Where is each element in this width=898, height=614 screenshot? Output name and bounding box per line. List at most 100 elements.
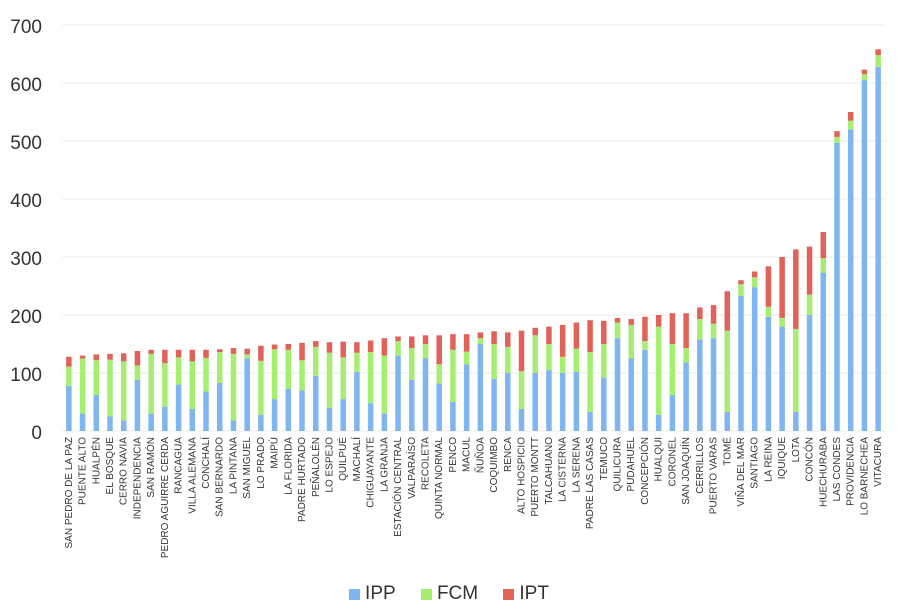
- bar-segment-ipp: [834, 142, 840, 432]
- bar-segment-ipt: [587, 320, 593, 353]
- bar-segment-ipp: [285, 388, 292, 431]
- bar-segment-ipp: [395, 355, 401, 431]
- bar-segment-ipt: [285, 344, 292, 350]
- bar-segment-fcm: [134, 365, 141, 380]
- bar-segment-fcm: [751, 277, 758, 288]
- bar-segment-fcm: [162, 363, 168, 407]
- x-tick-label: PROVIDENCIA: [846, 437, 857, 506]
- bar-segment-fcm: [422, 344, 429, 359]
- bar-segment-ipt: [216, 349, 223, 353]
- bar-segment-fcm: [628, 324, 634, 359]
- bar-segment-ipp: [326, 407, 333, 431]
- bar-segment-ipp: [93, 395, 100, 431]
- bar-segment-fcm: [326, 352, 333, 408]
- x-tick-label: LAS CONDES: [832, 437, 843, 502]
- bar-segment-fcm: [313, 346, 319, 376]
- bar-segment-ipp: [806, 315, 813, 431]
- bar-segment-ipp: [724, 411, 731, 431]
- bar-segment-ipt: [66, 356, 72, 367]
- bar-segment-ipt: [751, 271, 758, 278]
- bar-segment-ipt: [148, 349, 154, 354]
- x-tick-label: RENCA: [503, 437, 514, 472]
- bar-segment-ipt: [463, 334, 470, 352]
- legend-item-ipt[interactable]: IPT: [503, 583, 549, 605]
- x-tick-label: HUALQUI: [654, 437, 665, 481]
- bar-segment-fcm: [79, 358, 86, 414]
- x-tick-label: LOTA: [791, 437, 802, 463]
- x-tick-label: LA FLORIDA: [283, 437, 294, 495]
- bar-segment-ipt: [107, 353, 113, 360]
- bar-segment-ipt: [79, 355, 86, 359]
- x-axis: SAN PEDRO DE LA PAZ PUENTE ALTO HUALPÉN EL …: [64, 437, 884, 559]
- bar-segment-ipp: [861, 80, 868, 431]
- bar-segment-fcm: [518, 371, 525, 409]
- bar-segment-ipt: [505, 332, 511, 347]
- bar-segment-ipp: [271, 399, 278, 431]
- bar-segment-ipp: [367, 403, 374, 431]
- bar-segment-fcm: [299, 360, 305, 391]
- bar-segment-ipt: [628, 319, 634, 325]
- bar-segment-fcm: [93, 360, 100, 396]
- bar-segment-ipt: [847, 112, 854, 121]
- bar-segment-fcm: [216, 352, 223, 383]
- bar-segment-ipt: [422, 335, 429, 344]
- bar-segment-fcm: [120, 361, 127, 421]
- bar-segment-ipp: [765, 316, 772, 431]
- bar-segment-ipt: [546, 326, 552, 344]
- bar-segment-ipt: [134, 350, 141, 366]
- bar-segment-ipt: [477, 332, 484, 339]
- x-tick-label: CORONEL: [667, 437, 678, 487]
- bar-segment-ipt: [614, 317, 621, 323]
- bar-segment-ipp: [573, 371, 580, 431]
- bar-segment-fcm: [477, 338, 484, 344]
- x-tick-label: LO BARNECHEA: [859, 437, 870, 516]
- bar-segment-ipt: [189, 349, 196, 362]
- bar-segment-fcm: [655, 326, 662, 415]
- bar-segment-ipp: [354, 371, 360, 431]
- bar-segment-ipt: [120, 353, 127, 362]
- x-tick-label: PEDRO AGUIRRE CERDA: [160, 437, 171, 558]
- legend-label-ipp: IPP: [365, 583, 396, 604]
- bar-segment-ipp: [683, 362, 689, 431]
- bar-segment-ipp: [875, 66, 881, 431]
- bar-segment-ipp: [244, 358, 250, 431]
- x-tick-label: LA GRANJA: [379, 437, 390, 492]
- legend-label-fcm: FCM: [436, 583, 479, 604]
- x-tick-label: SANTIAGO: [750, 437, 761, 489]
- x-tick-label: HUECHURABA: [818, 437, 829, 507]
- x-tick-label: ÑUÑOA: [473, 437, 486, 473]
- bar-segment-fcm: [189, 361, 196, 409]
- legend-item-ipp[interactable]: IPP: [349, 583, 396, 605]
- bar-segment-fcm: [367, 352, 374, 404]
- bar-segment-ipp: [532, 373, 538, 431]
- x-tick-label: LA PINTANA: [228, 437, 239, 494]
- y-tick-label: 600: [10, 75, 42, 96]
- x-tick-label: LO PRADO: [256, 437, 267, 489]
- x-tick-label: TEMUCO: [599, 437, 610, 481]
- bar-segment-fcm: [450, 349, 456, 402]
- x-tick-label: ALTO HOSPICIO: [517, 437, 528, 514]
- bar-segment-fcm: [861, 74, 868, 81]
- bar-segment-fcm: [642, 341, 648, 350]
- bar-segment-fcm: [793, 328, 799, 412]
- x-tick-label: PADRE HURTADO: [297, 437, 308, 522]
- bar-segment-ipt: [491, 331, 497, 344]
- x-tick-label: CERRO NAVIA: [119, 437, 130, 505]
- bar-segment-ipt: [518, 330, 525, 372]
- x-tick-label: QUILPUÉ: [336, 437, 349, 481]
- bar-segment-ipt: [601, 320, 607, 344]
- bar-segment-ipt: [395, 336, 401, 342]
- bar-segment-ipt: [642, 316, 648, 342]
- bar-segment-ipp: [669, 395, 676, 431]
- legend-item-fcm[interactable]: FCM: [420, 583, 479, 605]
- bar-segment-ipt: [697, 307, 703, 320]
- x-tick-label: LO ESPEJO: [324, 437, 335, 493]
- bar-segment-fcm: [573, 348, 580, 372]
- bar-segment-ipt: [381, 338, 388, 356]
- bar-segment-ipp: [120, 420, 127, 431]
- y-tick-label: 400: [10, 191, 42, 212]
- bar-segment-ipp: [655, 414, 662, 431]
- bar-segment-fcm: [820, 258, 827, 273]
- bar-segment-fcm: [669, 344, 676, 396]
